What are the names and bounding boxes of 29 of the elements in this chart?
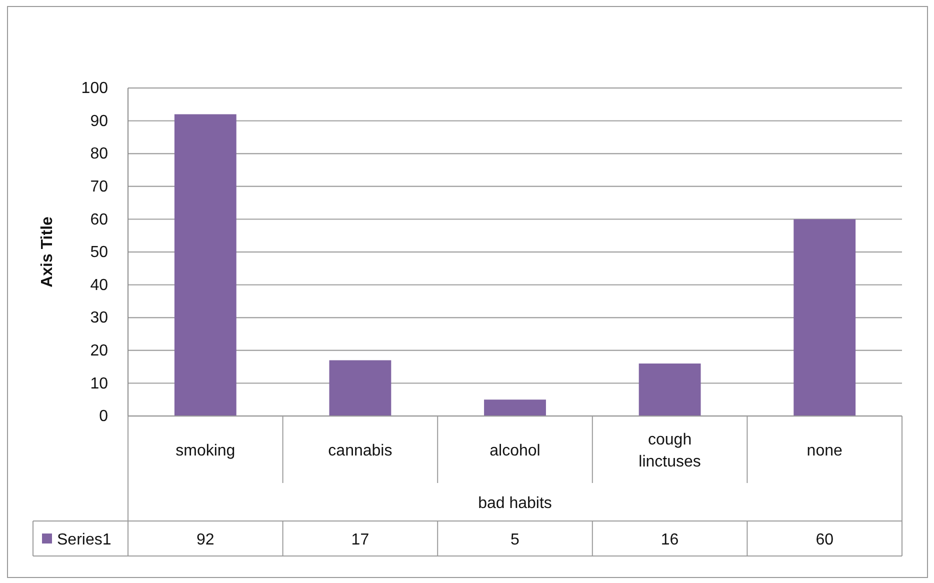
data-label: 17: [351, 532, 370, 548]
data-label: 60: [816, 532, 834, 548]
y-tick-label: 80: [90, 146, 108, 163]
y-tick-label: 10: [90, 375, 108, 392]
x-tick-label: smoking: [176, 442, 236, 460]
x-tick-label: none: [806, 442, 842, 460]
y-tick-label: 60: [90, 211, 108, 228]
data-label: 5: [510, 532, 520, 548]
x-tick-label: alcohol: [490, 442, 540, 460]
y-tick-label: 100: [81, 80, 108, 98]
y-tick-label: 50: [90, 244, 108, 262]
y-tick-label: 30: [90, 310, 108, 327]
bar: [794, 219, 856, 416]
data-label: 16: [660, 532, 679, 548]
y-axis-title: Axis Title: [39, 216, 56, 288]
y-tick-label: 70: [90, 178, 108, 196]
bar: [174, 114, 236, 416]
x-tick-label: cannabis: [328, 442, 392, 460]
x-axis-title: bad habits: [478, 495, 552, 512]
x-tick-label: cough linctuses: [638, 432, 701, 470]
y-tick-label: 40: [90, 276, 108, 294]
y-tick-label: 90: [90, 112, 108, 130]
bar: [484, 400, 546, 416]
y-tick-label: 0: [99, 408, 108, 426]
y-tick-label: 20: [90, 342, 108, 360]
data-label: 92: [196, 532, 214, 548]
bar: [638, 364, 701, 416]
legend-label: Series1: [57, 532, 112, 548]
bar: [329, 360, 392, 416]
